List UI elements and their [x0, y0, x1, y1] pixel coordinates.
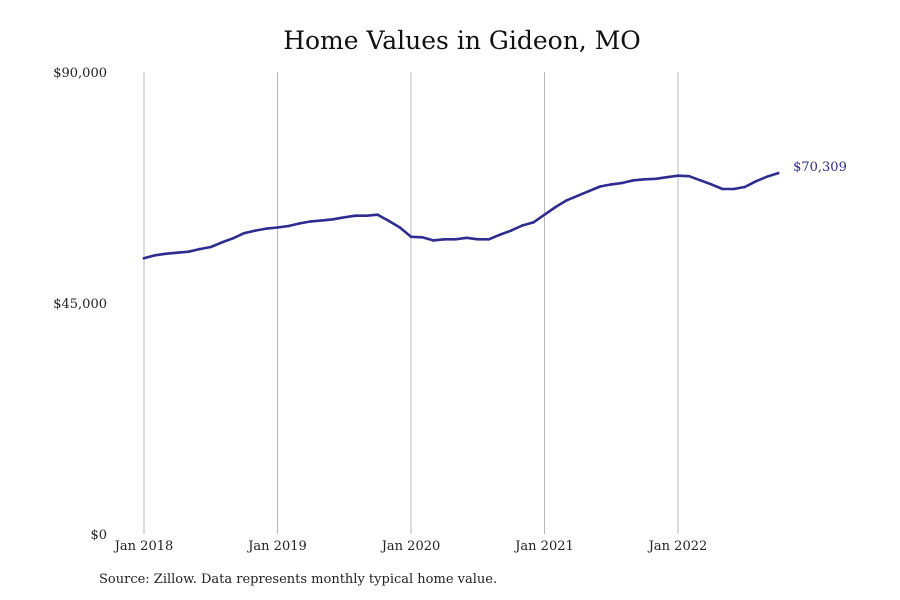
data-point: [465, 236, 468, 240]
data-point: [142, 257, 146, 260]
data-point: [153, 254, 157, 257]
data-point: [176, 251, 179, 254]
data-point: [443, 238, 446, 241]
source-note: Source: Zillow. Data represents monthly …: [99, 572, 498, 587]
data-point: [710, 183, 713, 186]
data-point: [621, 181, 624, 185]
data-point: [420, 236, 424, 239]
data-point: [498, 233, 502, 236]
data-point: [309, 220, 313, 223]
data-point: [754, 180, 758, 183]
data-point: [732, 187, 735, 191]
x-tick-label: Jan 2021: [513, 539, 574, 554]
data-point: [198, 247, 201, 251]
data-point: [231, 237, 235, 240]
data-point: [387, 219, 391, 223]
data-point: [187, 250, 190, 253]
data-point: [676, 174, 680, 177]
data-point: [454, 238, 457, 241]
data-point: [598, 185, 602, 188]
data-point: [576, 194, 580, 197]
data-point: [398, 226, 402, 229]
y-tick-label: $45,000: [53, 297, 107, 312]
data-point: [721, 187, 724, 191]
data-point: [632, 179, 635, 182]
data-point: [409, 235, 413, 239]
y-axis-ticks: $0 $45,000 $90,000: [53, 66, 107, 543]
data-point: [521, 224, 524, 227]
y-tick-label: $90,000: [53, 66, 107, 81]
data-point: [242, 231, 246, 235]
data-point: [276, 226, 279, 229]
data-point: [365, 214, 368, 217]
data-point: [665, 175, 669, 179]
data-point: [254, 229, 257, 232]
data-point: [376, 213, 379, 216]
data-point: [220, 241, 224, 244]
x-tick-label: Jan 2019: [246, 539, 307, 554]
data-point: [476, 238, 480, 241]
data-point: [543, 213, 546, 216]
data-point: [587, 189, 591, 193]
data-point: [487, 238, 491, 241]
end-value-label: $70,309: [793, 160, 847, 175]
x-axis-ticks: Jan 2018 Jan 2019 Jan 2020 Jan 2021 Jan 2022: [113, 539, 708, 554]
data-point: [509, 229, 513, 232]
data-point: [165, 252, 168, 255]
data-point: [565, 199, 569, 202]
series-layer: [142, 171, 780, 260]
data-point: [432, 239, 435, 242]
data-point: [298, 222, 302, 225]
data-point: [654, 177, 658, 181]
data-point: [532, 221, 535, 224]
data-point: [554, 205, 557, 209]
data-point: [643, 178, 646, 181]
data-point: [610, 183, 613, 186]
data-point: [743, 185, 747, 189]
data-point: [343, 216, 346, 219]
data-point: [320, 219, 324, 222]
data-point: [765, 175, 769, 178]
chart-title: Home Values in Gideon, MO: [283, 26, 641, 55]
data-point: [287, 224, 290, 228]
data-point: [354, 214, 357, 217]
data-point: [265, 227, 268, 230]
x-tick-label: Jan 2018: [113, 539, 174, 554]
data-point: [776, 171, 780, 175]
x-tick-label: Jan 2020: [380, 539, 441, 554]
data-point: [699, 179, 702, 182]
y-tick-label: $0: [90, 528, 107, 543]
data-point: [687, 174, 691, 178]
gridlines: [143, 72, 679, 534]
data-point: [331, 218, 335, 221]
x-tick-label: Jan 2022: [647, 539, 708, 554]
data-point: [209, 245, 213, 249]
series-line: [142, 171, 780, 260]
